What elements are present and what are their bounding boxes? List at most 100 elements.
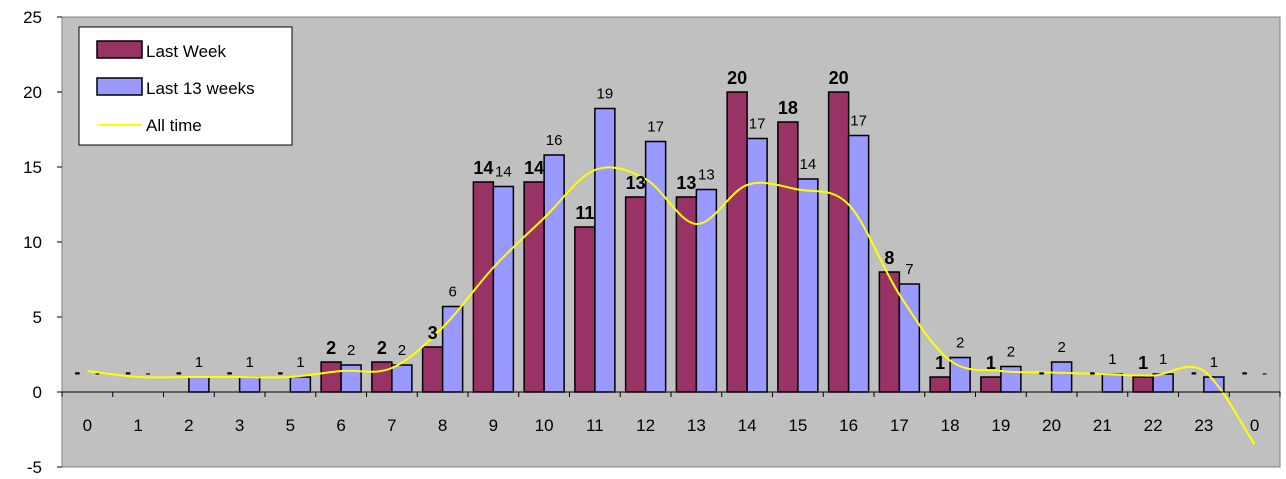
last-13-weeks-data-label: 1 [245, 354, 253, 371]
last-week-data-label: 3 [428, 323, 438, 343]
last-13-weeks-bar [847, 134, 870, 393]
last-13-weeks-bar [441, 305, 464, 393]
last-13-weeks-bars [188, 107, 1225, 393]
last-13-weeks-bar [543, 154, 565, 393]
last-week-data-label: - [1191, 362, 1197, 382]
legend-swatch-last-13-weeks [96, 77, 143, 96]
x-tick-label: 17 [890, 416, 909, 435]
last-week-bar [421, 346, 444, 393]
last-week-data-label: 20 [727, 68, 747, 88]
x-tick-label: 15 [788, 416, 807, 435]
legend-label-all-time: All time [146, 116, 202, 135]
x-tick-label: 10 [535, 416, 554, 435]
x-tick-label: 6 [336, 416, 345, 435]
last-13-weeks-data-label: - [1262, 365, 1267, 382]
x-tick-label: 9 [489, 416, 498, 435]
last-week-bar [929, 376, 951, 393]
x-tick-label: 3 [235, 416, 244, 435]
legend-label-last-week: Last Week [146, 42, 227, 61]
last-13-weeks-data-label: 17 [850, 113, 867, 130]
y-axis: -5 0 5 10 15 20 25 [23, 8, 62, 477]
last-13-weeks-data-label: - [146, 365, 151, 382]
last-week-data-label: 20 [829, 68, 849, 88]
y-tick-label: 5 [33, 308, 42, 327]
legend-swatch-last-week [96, 40, 143, 59]
y-tick-label: 15 [23, 158, 42, 177]
last-13-weeks-bar [289, 376, 312, 393]
last-13-weeks-data-label: 1 [195, 354, 203, 371]
x-tick-label: 14 [738, 416, 757, 435]
last-week-data-label: 1 [935, 353, 945, 373]
x-tick-label: 20 [1042, 416, 1061, 435]
x-tick-label: 2 [184, 416, 193, 435]
last-week-data-label: - [1089, 362, 1095, 382]
legend: Last Week Last 13 weeks All time [78, 26, 293, 146]
last-13-weeks-data-label: 2 [1007, 344, 1015, 361]
x-tick-labels: 0 1 2 3 5 6 7 8 9 10 11 12 13 14 15 16 17 18 19 20 21 22 23 0 [83, 416, 1260, 435]
last-week-data-label: 11 [575, 203, 594, 223]
last-13-weeks-data-label: - [95, 365, 100, 382]
last-week-data-label: - [277, 362, 283, 382]
last-week-data-label: 2 [377, 338, 387, 358]
x-axis [61, 391, 1281, 397]
last-13-weeks-bar [1050, 361, 1073, 393]
last-13-weeks-data-label: 13 [698, 167, 715, 184]
last-13-weeks-bar [340, 364, 362, 393]
x-tick-label: 7 [387, 416, 396, 435]
last-13-weeks-bar [238, 376, 261, 393]
last-week-bar [371, 361, 393, 393]
last-13-weeks-data-label: 6 [448, 284, 456, 301]
x-tick-label: 8 [438, 416, 447, 435]
last-week-data-label: 13 [676, 173, 696, 193]
last-13-weeks-bar [1101, 373, 1124, 393]
x-tick-label: 0 [1250, 416, 1259, 435]
y-tick-label: 20 [23, 83, 42, 102]
last-week-data-label: 14 [524, 158, 544, 178]
last-13-weeks-data-label: 1 [1159, 351, 1167, 368]
last-week-data-label: - [1242, 362, 1248, 382]
last-13-weeks-data-label: 1 [1210, 354, 1218, 371]
last-13-weeks-data-label: 2 [1057, 339, 1065, 356]
all-time-series-line [87, 166, 1256, 446]
last-13-weeks-data-label: 16 [546, 132, 563, 149]
last-13-weeks-data-label: 7 [905, 261, 913, 278]
last-week-bar [777, 121, 799, 393]
last-13-weeks-data-label: 2 [347, 342, 355, 359]
last-week-bar [574, 226, 596, 393]
x-tick-label: 11 [586, 416, 604, 435]
last-week-data-label: 2 [326, 338, 336, 358]
last-13-weeks-bar [746, 137, 768, 393]
last-13-weeks-data-label: 14 [800, 156, 817, 173]
x-tick-label: 12 [636, 416, 655, 435]
last-13-weeks-bar [594, 107, 616, 393]
last-week-data-label: - [176, 362, 182, 382]
last-week-data-label: 1 [1138, 353, 1148, 373]
x-tick-label: 19 [991, 416, 1010, 435]
x-tick-label: 18 [941, 416, 960, 435]
last-13-weeks-data-label: 1 [296, 354, 304, 371]
last-13-weeks-data-label: 1 [1108, 351, 1116, 368]
last-week-bar [827, 91, 850, 393]
last-13-weeks-data-label: 2 [398, 342, 406, 359]
last-week-bar [523, 181, 545, 393]
x-tick-label: 23 [1194, 416, 1213, 435]
legend-label-last-13-weeks: Last 13 weeks [146, 79, 255, 98]
last-13-weeks-bar [797, 178, 819, 393]
last-week-data-label: 18 [778, 98, 798, 118]
last-week-bars [320, 91, 1154, 393]
x-tick-label: 16 [839, 416, 858, 435]
x-tick-label: 1 [133, 416, 142, 435]
last-week-data-label: - [227, 362, 233, 382]
last-13-weeks-data-label: 2 [956, 335, 964, 352]
last-week-bar [980, 376, 1002, 393]
last-13-weeks-bar [391, 364, 413, 393]
last-week-data-label: - [1039, 362, 1045, 382]
last-13-weeks-bar [1152, 373, 1174, 393]
last-week-bar [1132, 376, 1154, 393]
last-13-weeks-bar [644, 140, 667, 393]
x-tick-label: 5 [286, 416, 295, 435]
last-week-data-label: - [125, 362, 131, 382]
last-13-weeks-bar [188, 376, 210, 393]
